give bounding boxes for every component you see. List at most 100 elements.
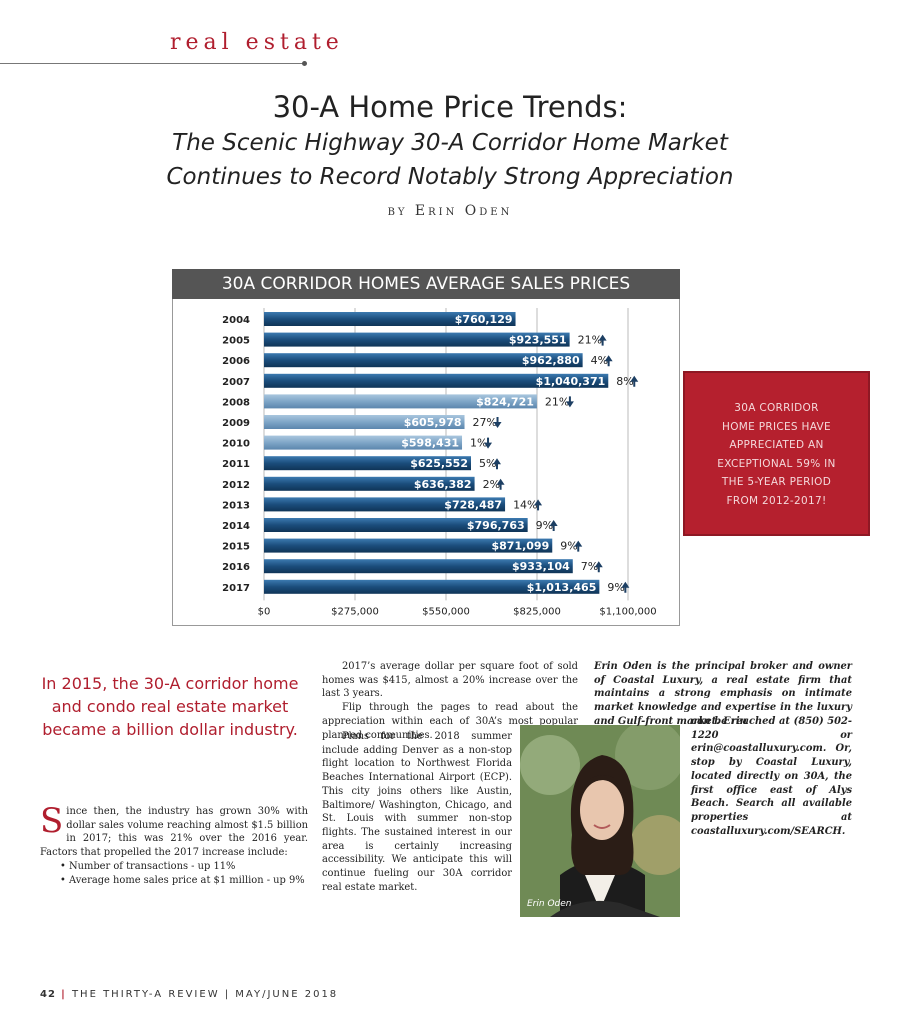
year-label: 2016: [222, 562, 250, 573]
bar: [264, 415, 465, 429]
subhead-line-1: The Scenic Highway 30-A Corridor Home Ma…: [172, 130, 728, 156]
up-arrow-icon: [549, 520, 558, 531]
change-label: 7%: [581, 560, 598, 573]
up-arrow-icon: [534, 499, 543, 511]
headline: 30-A Home Price Trends:: [272, 90, 628, 124]
bar: [264, 518, 528, 532]
price-chart: $0 $275,000 $550,000 $825,000 $1,100,000 2004…: [222, 308, 657, 617]
bar-value-label: $1,013,465: [527, 581, 597, 594]
bar-value-label: $760,129: [455, 313, 513, 326]
article-paragraph: Flip through the pages to read about the…: [322, 702, 578, 741]
change-label: 1%: [470, 437, 487, 450]
x-tick-label: $825,000: [513, 606, 561, 617]
section-rule-dot: [302, 61, 307, 66]
change-label: 14%: [513, 498, 537, 511]
bar: [264, 476, 475, 491]
callout-line: HOME PRICES HAVE: [722, 420, 831, 433]
up-arrow-icon: [604, 355, 613, 367]
up-arrow-icon: [598, 334, 607, 346]
change-label: 9%: [536, 519, 553, 532]
bar-value-label: $933,104: [512, 560, 570, 573]
page-footer: 42 | THE THIRTY-A REVIEW | MAY/JUNE 2018: [40, 989, 339, 1000]
author-bio-bottom: can be reached at (850) 502-1220 or erin…: [691, 716, 852, 837]
year-label: 2008: [222, 397, 250, 408]
bar-value-label: $605,978: [404, 416, 462, 429]
year-label: 2015: [222, 542, 250, 553]
drop-cap: S: [40, 801, 64, 841]
bar-value-label: $962,880: [522, 354, 580, 367]
subhead-line-2: Continues to Record Notably Strong Appre…: [166, 164, 734, 190]
down-arrow-icon: [493, 417, 502, 428]
bar-value-label: $728,487: [444, 498, 502, 511]
year-label: 2017: [222, 583, 250, 594]
bar-value-label: $824,721: [476, 395, 534, 408]
change-label: 9%: [607, 581, 624, 594]
bullet-item: • Average home sales price at $1 million…: [60, 874, 305, 886]
bar: [264, 456, 472, 471]
callout-text: 30A CORRIDOR HOME PRICES HAVE APPRECIATE…: [693, 399, 860, 510]
callout-line: 30A CORRIDOR: [734, 402, 819, 414]
change-label: 8%: [616, 375, 633, 388]
section-label: real estate: [170, 30, 344, 55]
year-label: 2009: [222, 418, 250, 429]
year-label: 2006: [222, 356, 250, 367]
bar: [264, 435, 463, 450]
up-arrow-icon: [574, 540, 583, 552]
year-label: 2011: [222, 459, 250, 470]
bullet-item: • Number of transactions - up 11%: [60, 860, 236, 872]
bar: [264, 312, 516, 326]
callout-line: FROM 2012-2017!: [726, 494, 827, 507]
article-column-2-top: 2017’s average dollar per square foot of…: [322, 660, 578, 742]
x-tick-label: $1,100,000: [599, 606, 656, 617]
callout-box: [683, 371, 870, 536]
down-arrow-icon: [565, 396, 574, 408]
bar-value-label: $598,431: [401, 437, 459, 450]
up-arrow-icon: [621, 581, 630, 593]
bar: [264, 559, 573, 574]
article-paragraph: ince then, the industry has grown 30% wi…: [40, 806, 308, 859]
bar: [264, 394, 537, 409]
pull-quote: In 2015, the 30-A corridor home and cond…: [41, 674, 299, 739]
bar: [264, 497, 506, 512]
change-label: 5%: [479, 457, 496, 470]
change-label: 4%: [591, 354, 608, 367]
year-label: 2007: [222, 377, 250, 388]
bar: [264, 373, 609, 388]
bar-value-label: $796,763: [467, 519, 525, 532]
bar: [264, 332, 570, 347]
author-photo: [520, 725, 680, 917]
article-paragraph: Plans for the 2018 summer include adding…: [322, 731, 512, 893]
bar-value-label: $871,099: [491, 540, 549, 553]
change-label: 21%: [545, 395, 569, 408]
change-label: 2%: [483, 478, 500, 491]
photo-caption: Erin Oden: [527, 899, 572, 909]
change-label: 9%: [560, 540, 577, 553]
down-arrow-icon: [484, 437, 493, 449]
year-label: 2013: [222, 500, 250, 511]
bar: [264, 579, 600, 594]
author-bio-top: Erin Oden is the principal broker and ow…: [594, 661, 852, 727]
bar: [264, 538, 553, 553]
up-arrow-icon: [493, 458, 502, 470]
chart-title: 30A CORRIDOR HOMES AVERAGE SALES PRICES: [172, 269, 680, 299]
year-label: 2010: [222, 439, 250, 450]
change-label: 27%: [473, 416, 497, 429]
year-label: 2012: [222, 480, 250, 491]
bar: [264, 353, 583, 368]
author-portrait: [520, 725, 680, 917]
year-label: 2005: [222, 336, 250, 347]
bar-value-label: $625,552: [410, 457, 468, 470]
up-arrow-icon: [496, 478, 505, 490]
bar-value-label: $636,382: [414, 478, 472, 491]
x-tick-label: $550,000: [422, 606, 470, 617]
article-paragraph: 2017’s average dollar per square foot of…: [322, 661, 578, 700]
article-column-2-bottom: Plans for the 2018 summer include adding…: [322, 730, 512, 894]
up-arrow-icon: [594, 561, 603, 573]
publication-info: THE THIRTY-A REVIEW | MAY/JUNE 2018: [71, 989, 339, 1000]
x-tick-label: $0: [258, 606, 271, 617]
byline: by Erin Oden: [387, 203, 513, 219]
page-number: 42: [40, 989, 56, 1000]
x-tick-label: $275,000: [331, 606, 379, 617]
year-label: 2014: [222, 521, 250, 532]
